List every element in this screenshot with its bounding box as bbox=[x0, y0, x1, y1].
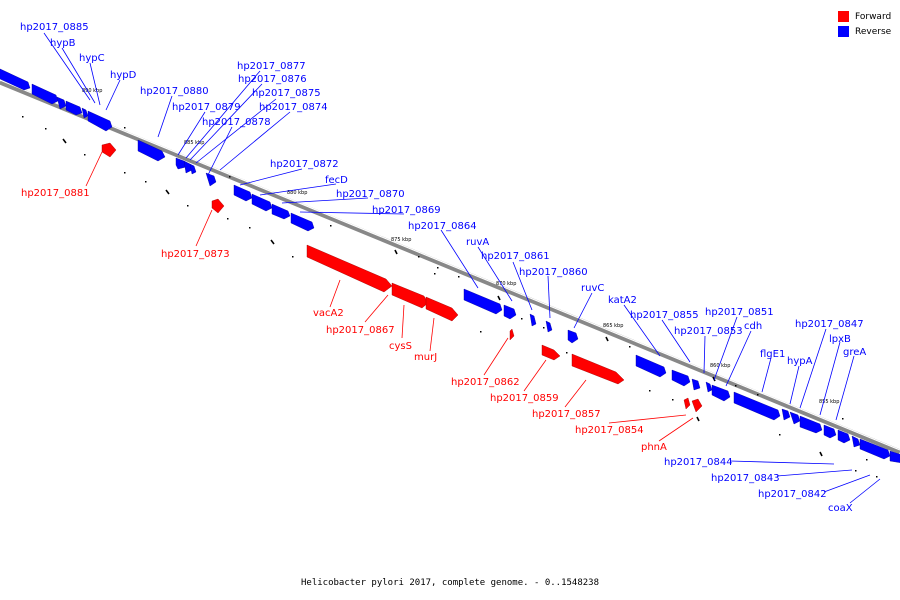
gene-label: hp2017_0844 bbox=[664, 457, 733, 468]
gene-label: hp2017_0885 bbox=[20, 22, 89, 33]
scale-label: 880 kbp bbox=[287, 190, 307, 196]
gene-label: hp2017_0877 bbox=[237, 61, 306, 72]
gene-label: hypD bbox=[110, 70, 137, 81]
gene-label: vacA2 bbox=[313, 308, 344, 319]
forward-swatch bbox=[838, 11, 849, 22]
gene-label: hp2017_0843 bbox=[711, 473, 780, 484]
gene-label: hp2017_0859 bbox=[490, 393, 559, 404]
gene-label: hp2017_0867 bbox=[326, 325, 395, 336]
gene-label: hp2017_0873 bbox=[161, 249, 230, 260]
gene-label: hp2017_0853 bbox=[674, 326, 743, 337]
gene-label: lpxB bbox=[829, 334, 851, 345]
gene-label: hp2017_0875 bbox=[252, 88, 321, 99]
gene-label: hp2017_0881 bbox=[21, 188, 90, 199]
legend-label: Forward bbox=[855, 11, 892, 22]
genome-caption: Helicobacter pylori 2017, complete genom… bbox=[300, 578, 599, 588]
reverse-gene-labels: hp2017_0885 hypB hypC hypD hp2017_0880 h… bbox=[20, 22, 866, 514]
legend: Forward Reverse bbox=[838, 9, 898, 39]
gene-label: hp2017_0860 bbox=[519, 267, 588, 278]
gene-label: flgE1 bbox=[760, 349, 785, 360]
scale-label: 885 kbp bbox=[184, 140, 204, 146]
gene-label: hypA bbox=[787, 356, 813, 367]
gene-label: hp2017_0857 bbox=[532, 409, 601, 420]
gene-label: hp2017_0878 bbox=[202, 117, 271, 128]
gene-label: ruvC bbox=[581, 283, 604, 294]
gene-label: hp2017_0879 bbox=[172, 102, 241, 113]
gene-label: hp2017_0869 bbox=[372, 205, 441, 216]
reverse-genes bbox=[0, 68, 900, 463]
scale-label: 870 kbp bbox=[496, 281, 516, 287]
genome-backbone bbox=[0, 79, 900, 455]
gene-label: hp2017_0864 bbox=[408, 221, 477, 232]
gene-label: hypB bbox=[50, 38, 76, 49]
scale-label: 865 kbp bbox=[603, 323, 623, 329]
gene-label: hp2017_0855 bbox=[630, 310, 699, 321]
gene-label: hp2017_0872 bbox=[270, 159, 339, 170]
gene-label: katA2 bbox=[608, 295, 637, 306]
gene-label: murJ bbox=[414, 352, 437, 363]
gene-label: hp2017_0842 bbox=[758, 489, 827, 500]
gene-label: hp2017_0861 bbox=[481, 251, 550, 262]
gene-label: cdh bbox=[744, 321, 762, 332]
gene-label: phnA bbox=[641, 442, 667, 453]
scale-label: 855 kbp bbox=[819, 399, 839, 405]
scale-label: 890 kbp bbox=[82, 88, 102, 94]
scale-label: 875 kbp bbox=[391, 237, 411, 243]
gene-label: ruvA bbox=[466, 237, 489, 248]
scale-label: 860 kbp bbox=[710, 363, 730, 369]
gene-label: greA bbox=[843, 347, 866, 358]
gene-label: coaX bbox=[828, 503, 853, 514]
reverse-swatch bbox=[838, 26, 849, 37]
minor-ticks bbox=[22, 116, 878, 478]
gene-label: hp2017_0854 bbox=[575, 425, 644, 436]
forward-genes bbox=[101, 142, 703, 413]
gene-label: fecD bbox=[325, 175, 348, 186]
gene-label: hp2017_0870 bbox=[336, 189, 405, 200]
gene-label: hp2017_0851 bbox=[705, 307, 774, 318]
legend-item-reverse: Reverse bbox=[838, 24, 898, 39]
gene-label: hp2017_0862 bbox=[451, 377, 520, 388]
scale-ticks bbox=[62, 138, 823, 457]
gene-label: hp2017_0847 bbox=[795, 319, 864, 330]
leader-lines bbox=[43, 32, 881, 504]
gene-label: cysS bbox=[389, 341, 412, 352]
forward-gene-labels: hp2017_0881 hp2017_0873 vacA2 hp2017_086… bbox=[21, 188, 667, 453]
legend-label: Reverse bbox=[855, 26, 892, 37]
gene-label: hp2017_0874 bbox=[259, 102, 328, 113]
legend-item-forward: Forward bbox=[838, 9, 898, 24]
gene-label: hp2017_0876 bbox=[238, 74, 307, 85]
gene-label: hp2017_0880 bbox=[140, 86, 209, 97]
scale-labels: 890 kbp 885 kbp 880 kbp 875 kbp 870 kbp … bbox=[82, 88, 839, 405]
gene-label: hypC bbox=[79, 53, 105, 64]
